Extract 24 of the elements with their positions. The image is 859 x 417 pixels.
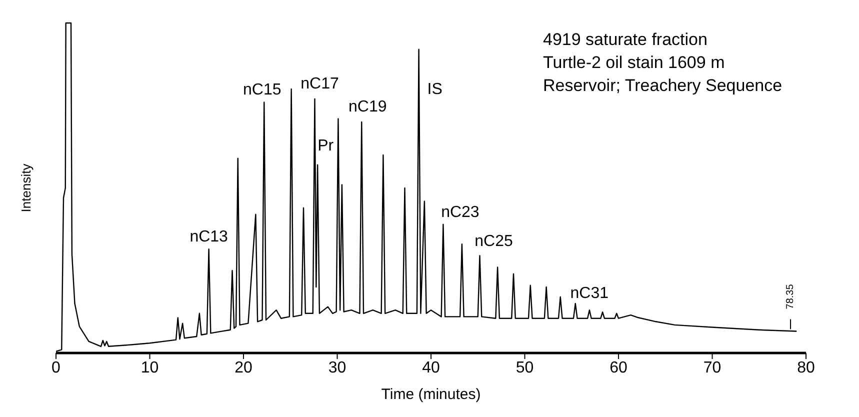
annotation: nC19 bbox=[348, 98, 387, 116]
annotation: IS bbox=[427, 80, 442, 98]
x-tick-label: 40 bbox=[422, 359, 440, 376]
annotation: Pr bbox=[318, 137, 334, 154]
annotation: nC31 bbox=[570, 285, 609, 302]
annotation: Reservoir; Treachery Sequence bbox=[543, 75, 782, 97]
y-axis-title: Intensity bbox=[18, 163, 34, 212]
annotation: nC23 bbox=[441, 204, 480, 221]
x-tick-label: 70 bbox=[703, 359, 722, 376]
x-tick-label: 50 bbox=[516, 359, 534, 376]
x-tick-label: 10 bbox=[140, 359, 159, 376]
annotation: nC25 bbox=[474, 233, 513, 250]
x-tick-label: 20 bbox=[234, 359, 252, 376]
x-tick-label: 0 bbox=[52, 359, 61, 376]
annotation: nC15 bbox=[243, 82, 282, 99]
x-axis-title: Time (minutes) bbox=[381, 386, 481, 403]
annotation: nC13 bbox=[190, 228, 228, 246]
annotation: Turtle-2 oil stain 1609 m bbox=[543, 52, 726, 74]
annotation: 4919 saturate fraction bbox=[543, 29, 708, 51]
x-tick-label: 80 bbox=[797, 359, 815, 376]
annotation: 78.35 bbox=[785, 284, 796, 310]
x-tick-label: 30 bbox=[328, 359, 346, 376]
x-tick-label: 60 bbox=[610, 359, 628, 376]
annotation: nC17 bbox=[300, 75, 339, 92]
